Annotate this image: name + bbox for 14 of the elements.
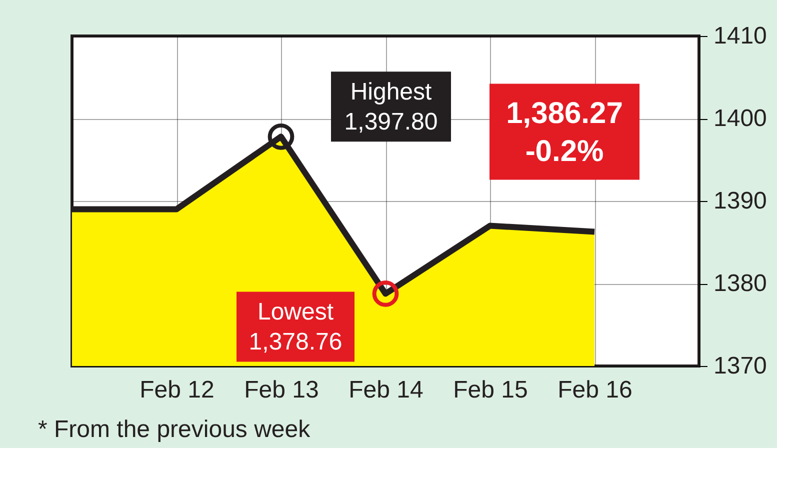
y-tick-label: 1400 bbox=[714, 105, 767, 132]
x-tick-label: Feb 13 bbox=[244, 376, 319, 404]
y-tick-label: 1380 bbox=[714, 270, 767, 297]
y-tick-label: 1410 bbox=[714, 22, 767, 50]
y-tick-label: 1390 bbox=[714, 188, 767, 214]
x-tick-label: Feb 15 bbox=[453, 376, 528, 404]
text: * From the previous week bbox=[38, 416, 312, 443]
annotation: Lowest 1,378.76 bbox=[248, 298, 342, 356]
y-tick-label: 1370 bbox=[714, 352, 767, 380]
annotation: Highest 1,397.80 bbox=[344, 78, 438, 136]
annotation: 1,386.27 -0.2% bbox=[506, 96, 623, 168]
x-tick-label: Feb 14 bbox=[348, 376, 424, 404]
x-tick-label: Feb 16 bbox=[558, 376, 632, 404]
x-tick-label: Feb 12 bbox=[140, 376, 214, 404]
